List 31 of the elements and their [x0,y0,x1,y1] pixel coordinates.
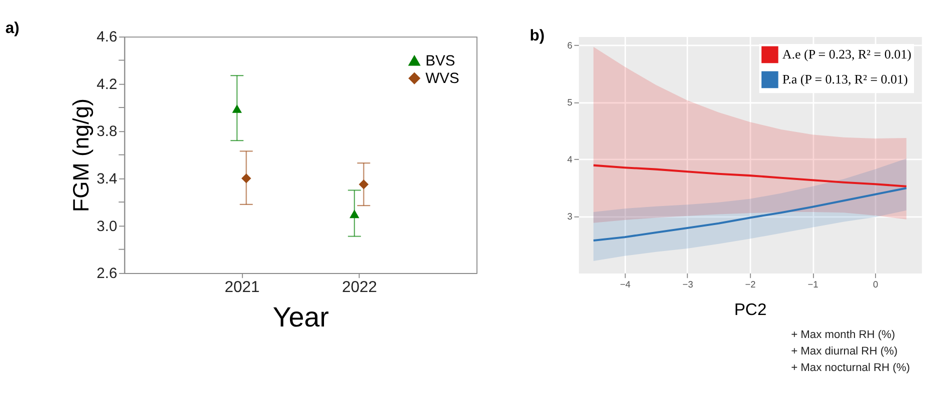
y-tick-label: 3.0 [96,218,118,235]
y-tick-label: 4.6 [96,30,118,46]
x-tick-label: 2022 [342,278,378,296]
y-tick-label: 3.8 [96,124,118,140]
y-tick-label: 4 [567,154,572,164]
chart-title: b) [530,27,545,44]
x-tick-label: −4 [620,279,630,290]
chart-title: a) [5,20,20,37]
y-tick-label: 4.2 [96,76,118,93]
x-tick-label: 2021 [224,278,260,296]
legend-label: P.a (P = 0.13, R² = 0.01) [782,71,908,86]
line-series [592,187,908,242]
y-tick-label: 3.4 [96,172,118,188]
y-axis-title: FGM (ng/g) [68,98,94,212]
text: + Max nocturnal RH (%) [791,362,910,374]
x-tick-label: −2 [745,279,756,290]
x-tick-label: −1 [808,279,818,290]
text: + Max diurnal RH (%) [791,346,898,358]
y-tick-label: 6 [567,40,572,50]
y-tick-label: 5 [567,97,572,108]
legend-label: A.e (P = 0.23, R² = 0.01) [782,46,912,62]
legend-label: WVS [425,70,460,87]
x-tick-label: −3 [682,279,694,290]
y-tick-label: 2.6 [96,266,118,282]
y-tick-label: 3 [567,211,572,222]
x-axis-title: Year [272,301,329,332]
line-series [592,164,908,188]
text: + Max month RH (%) [791,328,896,341]
x-axis-title: PC2 [734,300,767,320]
x-tick-label: 0 [873,279,878,290]
legend-label: BVS [425,53,456,70]
